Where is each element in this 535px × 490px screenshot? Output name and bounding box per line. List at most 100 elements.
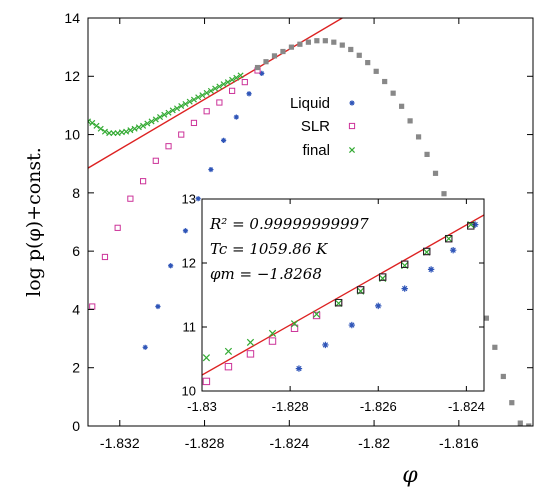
slr-point <box>139 178 147 185</box>
final-point <box>268 329 277 338</box>
final-point <box>312 310 321 318</box>
series-3-point <box>280 48 286 55</box>
final-point <box>233 74 240 81</box>
final-point <box>140 122 147 129</box>
x-tick-label: -1.828 <box>272 399 309 414</box>
y-tick-label: 6 <box>72 243 80 259</box>
slr-point <box>202 377 211 386</box>
series-3-point <box>500 373 506 380</box>
y-axis-label: log p(φ)+const. <box>23 147 45 297</box>
slr-point <box>127 195 134 202</box>
final-point <box>216 83 223 90</box>
x-tick-label: -1.824 <box>269 435 309 451</box>
liquid-point <box>246 91 252 97</box>
series-3-point <box>424 151 430 157</box>
legend-label-slr: SLR <box>301 118 330 135</box>
slr-point <box>203 108 210 115</box>
legend-marker-shape <box>348 146 356 154</box>
legend-marker-liquid <box>349 100 355 106</box>
series-3-point <box>378 273 387 281</box>
final-point <box>101 128 108 135</box>
main-plot-frame <box>87 17 534 427</box>
y-tick-label: 12 <box>182 256 196 271</box>
series-3-point <box>445 234 453 243</box>
inset-data-layer <box>202 214 484 386</box>
final-point <box>199 92 206 99</box>
liquid-point <box>348 321 356 329</box>
slr-point <box>101 253 109 261</box>
final-point <box>229 76 236 83</box>
y-tick-label: 12 <box>64 68 80 84</box>
inset-annotation-phim: φm = −1.8268 <box>210 265 322 283</box>
series-3-point <box>334 298 343 307</box>
x-tick-label: -1.824 <box>448 399 485 414</box>
slr-point <box>114 224 121 231</box>
series-3-point <box>339 42 345 48</box>
series-3-point <box>517 420 523 426</box>
final-point <box>178 102 185 110</box>
y-tick-label: 10 <box>182 384 196 399</box>
final-point <box>144 120 151 127</box>
series-3-point <box>400 260 409 268</box>
liquid-point <box>375 302 382 310</box>
final-point <box>127 127 134 134</box>
final-point <box>246 338 255 346</box>
inset-plot-frame <box>201 198 485 392</box>
liquid-point <box>401 285 408 292</box>
inset-annotation-r2: R² = 0.99999999997 <box>209 215 369 233</box>
slr-point <box>216 99 223 106</box>
final-point <box>237 72 244 79</box>
series-3-point <box>297 41 303 47</box>
final-point <box>169 107 176 114</box>
final-point <box>186 98 193 105</box>
final-point <box>445 235 453 243</box>
x-tick-label: -1.816 <box>439 435 479 451</box>
final-point <box>182 100 189 107</box>
legend-marker-shape <box>348 122 356 130</box>
series-3-point <box>441 191 447 197</box>
x-tick-label: -1.828 <box>185 435 225 451</box>
series-3-point <box>305 39 311 45</box>
final-point <box>93 122 100 129</box>
liquid-point <box>322 341 329 349</box>
y-tick-label: 2 <box>72 360 80 376</box>
inset-data-clipped <box>202 214 484 386</box>
liquid-point <box>168 263 174 269</box>
final-point <box>224 347 233 355</box>
final-point <box>173 105 181 112</box>
series-3-point <box>288 44 295 50</box>
x-tick-label: -1.826 <box>360 399 397 414</box>
legend-label-liquid: Liquid <box>290 95 330 112</box>
final-point <box>152 116 159 123</box>
series-3-point <box>483 315 489 321</box>
series-3-point <box>373 68 379 74</box>
legend-marker-shape <box>349 100 355 106</box>
liquid-point <box>182 228 189 234</box>
final-point <box>89 119 96 126</box>
liquid-point <box>295 365 303 372</box>
series-3-point <box>407 118 413 124</box>
fit-line <box>202 214 484 376</box>
slr-point <box>89 303 96 310</box>
series-3-point <box>415 134 422 140</box>
final-point <box>203 89 210 96</box>
slr-point <box>290 324 299 332</box>
main-chart: -1.832 -1.828 -1.824 -1.82 -1.816 0246810121… <box>23 10 534 488</box>
final-point <box>123 128 130 135</box>
final-point <box>212 85 219 92</box>
slr-point <box>178 131 185 138</box>
inset-y-ticks: 10 11 12 13 <box>182 192 484 399</box>
series-3-point <box>356 52 362 58</box>
final-point <box>190 96 197 103</box>
final-point <box>97 125 104 132</box>
main-y-ticks: 0 2 4 6 8 10 12 14 <box>64 10 533 434</box>
x-tick-label: -1.832 <box>100 435 140 451</box>
x-axis-label: φ <box>402 463 418 488</box>
legend-marker-final <box>348 146 356 154</box>
final-point <box>131 125 138 132</box>
inset-x-ticks: -1.83 -1.828 -1.826 -1.824 <box>187 199 485 414</box>
final-point <box>220 81 227 88</box>
series-3-point <box>314 38 320 44</box>
liquid-point <box>259 70 265 76</box>
legend-label-final: final <box>302 142 330 159</box>
